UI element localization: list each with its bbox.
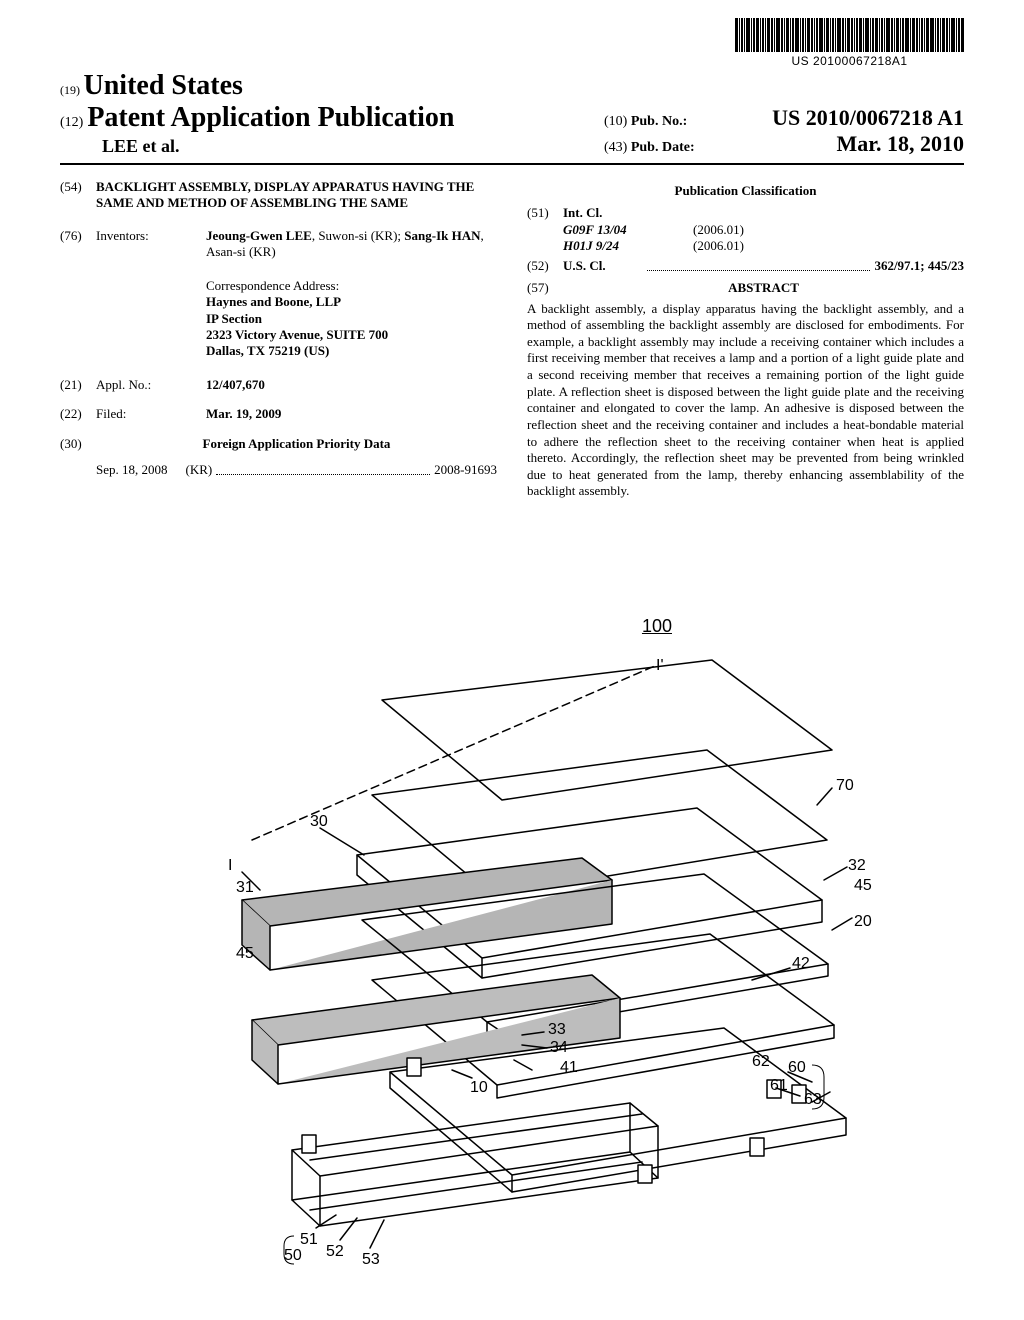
abstract-header-row: (57) ABSTRACT <box>527 280 964 296</box>
appl-code: (21) <box>60 377 96 393</box>
uscl-label: U.S. Cl. <box>563 258 643 274</box>
intcl-0-code: G09F 13/04 <box>563 222 643 238</box>
pub-no-code: (10) <box>604 114 627 129</box>
svg-text:45: 45 <box>854 877 872 894</box>
patent-figure: 100 <box>152 640 872 1300</box>
svg-text:20: 20 <box>854 913 872 930</box>
dots-icon <box>647 270 870 271</box>
corr-line-1: IP Section <box>206 311 497 327</box>
svg-text:41: 41 <box>560 1059 578 1076</box>
pub-left: (12) Patent Application Publication LEE … <box>60 102 454 157</box>
abstract-label: ABSTRACT <box>563 280 964 296</box>
uscl-val: 362/97.1; 445/23 <box>874 258 964 274</box>
foreign-label: Foreign Application Priority Data <box>96 436 497 452</box>
filed-label: Filed: <box>96 406 206 422</box>
title-field: (54) BACKLIGHT ASSEMBLY, DISPLAY APPARAT… <box>60 179 497 212</box>
pub-no-label: Pub. No.: <box>631 114 687 129</box>
left-column: (54) BACKLIGHT ASSEMBLY, DISPLAY APPARAT… <box>60 179 497 500</box>
corr-line-3: Dallas, TX 75219 (US) <box>206 343 497 359</box>
svg-text:34: 34 <box>550 1039 568 1056</box>
header: (19) United States (12) Patent Applicati… <box>60 70 964 165</box>
svg-text:I': I' <box>656 657 664 674</box>
foreign-date: Sep. 18, 2008 <box>96 462 168 478</box>
foreign-entry: Sep. 18, 2008 (KR) 2008-91693 <box>96 462 497 478</box>
intcl-code: (51) <box>527 205 563 221</box>
foreign-header: (30) Foreign Application Priority Data <box>60 436 497 452</box>
pub-date-code: (43) <box>604 140 627 155</box>
intcl-entry-0: G09F 13/04 (2006.01) <box>527 222 964 238</box>
intcl-label: Int. Cl. <box>563 205 643 221</box>
country: United States <box>84 70 243 101</box>
svg-text:32: 32 <box>848 857 866 874</box>
intcl-entry-1: H01J 9/24 (2006.01) <box>527 238 964 254</box>
corr-line-2: 2323 Victory Avenue, SUITE 700 <box>206 327 497 343</box>
svg-text:30: 30 <box>310 813 328 830</box>
correspondence-block: Correspondence Address: Haynes and Boone… <box>206 278 497 359</box>
pub-type: Patent Application Publication <box>87 102 454 133</box>
barcode <box>735 18 964 52</box>
inventors-field: (76) Inventors: Jeoung-Gwen LEE, Suwon-s… <box>60 228 497 261</box>
appl-label: Appl. No.: <box>96 377 206 393</box>
country-code: (19) <box>60 83 80 97</box>
filed-code: (22) <box>60 406 96 422</box>
svg-text:42: 42 <box>792 955 810 972</box>
filed-date: Mar. 19, 2009 <box>206 406 497 422</box>
biblio-columns: (54) BACKLIGHT ASSEMBLY, DISPLAY APPARAT… <box>60 179 964 500</box>
inventors-code: (76) <box>60 228 96 261</box>
dots-icon <box>216 474 430 475</box>
pub-date-label: Pub. Date: <box>631 140 695 155</box>
pub-class-heading: Publication Classification <box>527 183 964 199</box>
inventors: Jeoung-Gwen LEE, Suwon-si (KR); Sang-Ik … <box>206 228 497 261</box>
corr-label: Correspondence Address: <box>206 278 497 294</box>
uscl-code: (52) <box>527 258 563 274</box>
foreign-no: 2008-91693 <box>434 462 497 478</box>
inventors-label: Inventors: <box>96 228 206 261</box>
intcl-row: (51) Int. Cl. <box>527 205 964 221</box>
svg-text:61: 61 <box>770 1077 788 1094</box>
foreign-code: (30) <box>60 436 96 452</box>
authors: LEE et al. <box>102 136 454 157</box>
svg-text:63: 63 <box>804 1091 822 1108</box>
exploded-view-diagram: 30 I 31 45 70 32 45 20 42 33 34 41 10 62… <box>152 640 872 1300</box>
classification-table: (51) Int. Cl. G09F 13/04 (2006.01) H01J … <box>527 205 964 274</box>
svg-text:33: 33 <box>548 1021 566 1038</box>
svg-text:52: 52 <box>326 1243 344 1260</box>
country-line: (19) United States <box>60 70 964 102</box>
pub-line: (12) Patent Application Publication LEE … <box>60 102 964 157</box>
intcl-0-ver: (2006.01) <box>693 222 783 238</box>
barcode-block: US 20100067218A1 <box>735 18 964 68</box>
patent-page: US 20100067218A1 (19) United States (12)… <box>0 0 1024 1320</box>
abstract-code: (57) <box>527 280 563 296</box>
title-code: (54) <box>60 179 96 212</box>
intcl-1-code: H01J 9/24 <box>563 238 643 254</box>
svg-text:62: 62 <box>752 1053 770 1070</box>
invention-title: BACKLIGHT ASSEMBLY, DISPLAY APPARATUS HA… <box>96 179 497 212</box>
pub-type-code: (12) <box>60 115 83 130</box>
svg-text:70: 70 <box>836 777 854 794</box>
right-column: Publication Classification (51) Int. Cl.… <box>527 179 964 500</box>
svg-text:53: 53 <box>362 1251 380 1268</box>
figure-number: 100 <box>642 616 672 637</box>
pub-date: Mar. 18, 2010 <box>836 131 964 157</box>
appl-no: 12/407,670 <box>206 377 497 393</box>
svg-text:45: 45 <box>236 945 254 962</box>
appl-field: (21) Appl. No.: 12/407,670 <box>60 377 497 393</box>
pub-right: (10) Pub. No.: US 2010/0067218 A1 (43) P… <box>604 105 964 157</box>
pub-no: US 2010/0067218 A1 <box>772 105 964 131</box>
foreign-country: (KR) <box>186 462 213 478</box>
svg-text:31: 31 <box>236 879 254 896</box>
barcode-text: US 20100067218A1 <box>735 54 964 68</box>
abstract-text: A backlight assembly, a display apparatu… <box>527 301 964 501</box>
svg-text:10: 10 <box>470 1079 488 1096</box>
svg-text:51: 51 <box>300 1231 318 1248</box>
header-rule <box>60 163 964 165</box>
corr-line-0: Haynes and Boone, LLP <box>206 294 497 310</box>
filed-field: (22) Filed: Mar. 19, 2009 <box>60 406 497 422</box>
svg-text:I: I <box>228 857 232 874</box>
uscl-row: (52) U.S. Cl. 362/97.1; 445/23 <box>527 258 964 274</box>
intcl-1-ver: (2006.01) <box>693 238 783 254</box>
svg-text:60: 60 <box>788 1059 806 1076</box>
